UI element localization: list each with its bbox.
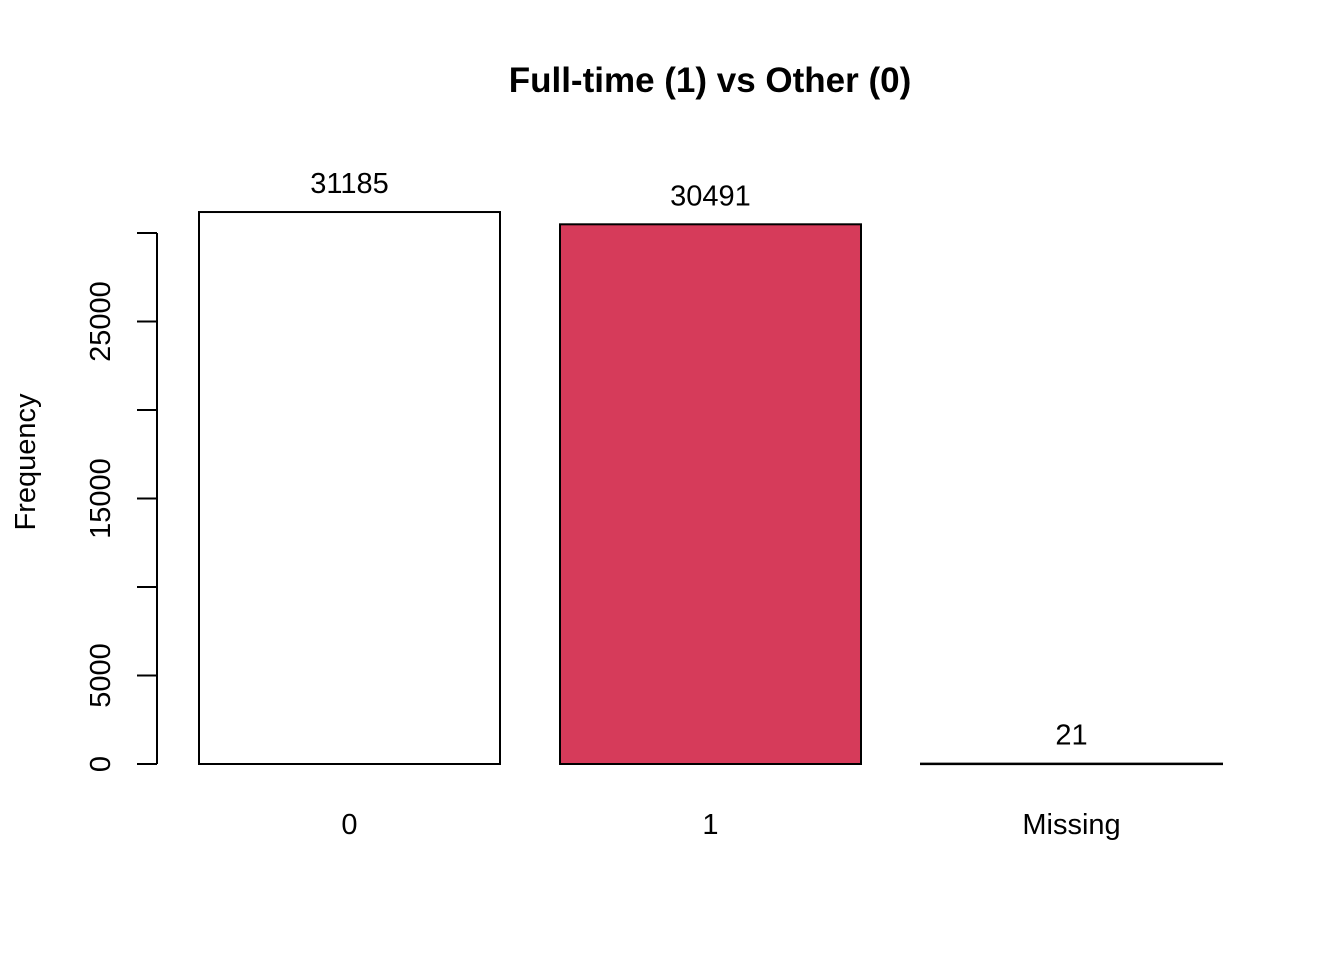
x-tick-label: Missing — [1022, 809, 1120, 841]
y-axis: 0 5000 15000 25000 — [85, 232, 158, 772]
y-tick-label: 5000 — [85, 643, 117, 708]
x-tick-label: 0 — [341, 809, 357, 841]
y-tick-label: 25000 — [85, 281, 117, 362]
data-label: 30491 — [670, 180, 751, 212]
bar-1 — [559, 223, 862, 765]
chart-title: Full-time (1) vs Other (0) — [509, 61, 912, 100]
x-tick-labels-group: 0 1 Missing — [341, 809, 1120, 841]
y-axis-title: Frequency — [10, 393, 42, 531]
y-tick-label: 15000 — [85, 458, 117, 539]
bar-missing — [920, 762, 1223, 766]
x-tick-label: 1 — [702, 809, 718, 841]
y-tick-label: 0 — [85, 756, 117, 772]
data-labels-group: 31185 30491 21 — [310, 168, 1087, 752]
bars-group — [198, 211, 1223, 766]
data-label: 21 — [1055, 720, 1087, 752]
data-label: 31185 — [310, 168, 389, 200]
bar-0 — [198, 211, 501, 765]
